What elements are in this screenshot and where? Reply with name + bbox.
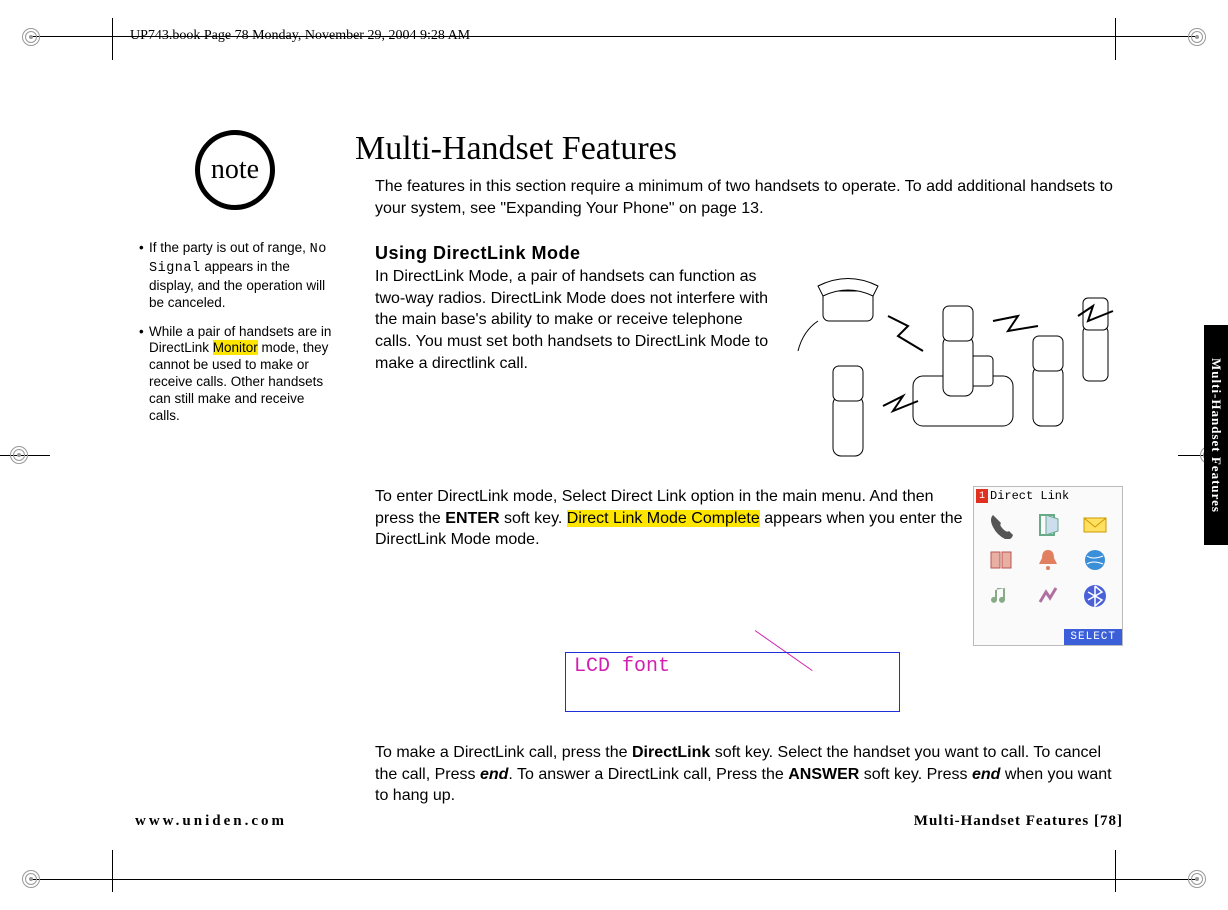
registration-mark-icon xyxy=(22,28,40,46)
note-text: If the party is out of range, No Signal … xyxy=(149,240,335,312)
lcd-screenshot: 1 Direct Link SELECT xyxy=(973,486,1123,646)
section-heading: Using DirectLink Mode xyxy=(355,243,1123,264)
callout-region: LCD font xyxy=(355,652,1123,722)
lcd-bell-icon xyxy=(1027,545,1070,576)
key-label: ENTER xyxy=(445,510,499,527)
lcd-bluetooth-icon xyxy=(1073,580,1116,611)
registration-mark-icon xyxy=(1188,870,1206,888)
lcd-door-icon xyxy=(1027,509,1070,540)
note-item: • If the party is out of range, No Signa… xyxy=(135,240,335,312)
chapter-tab: Multi-Handset Features xyxy=(1204,325,1228,545)
highlighted-text: Direct Link Mode Complete xyxy=(567,510,760,527)
main-column: Multi-Handset Features The features in t… xyxy=(355,130,1123,807)
note-sidebar: note • If the party is out of range, No … xyxy=(135,130,335,437)
callout-box: LCD font xyxy=(565,652,900,712)
note-item: • While a pair of handsets are in Direct… xyxy=(135,324,335,425)
callout-label: LCD font xyxy=(574,655,670,678)
page-title: Multi-Handset Features xyxy=(355,130,1123,168)
key-label: DirectLink xyxy=(632,744,710,761)
body-paragraph: In DirectLink Mode, a pair of handsets c… xyxy=(375,266,783,466)
lcd-mail-icon xyxy=(1073,509,1116,540)
note-list: • If the party is out of range, No Signa… xyxy=(135,240,335,425)
highlighted-text: Monitor xyxy=(213,340,258,355)
note-icon: note xyxy=(195,130,275,210)
lcd-globe-icon xyxy=(1073,545,1116,576)
lcd-title: Direct Link xyxy=(990,489,1069,503)
key-label: ANSWER xyxy=(788,766,859,783)
crop-gap xyxy=(102,60,122,850)
page-footer: www.uniden.com Multi-Handset Features [7… xyxy=(135,813,1123,830)
lcd-title-row: 1 Direct Link xyxy=(974,487,1122,505)
crop-hline-bottom xyxy=(30,879,1198,880)
lcd-icon-grid xyxy=(974,505,1122,615)
note-icon-label: note xyxy=(211,154,259,186)
registration-mark-icon xyxy=(22,870,40,888)
body-paragraph: To enter DirectLink mode, Select Direct … xyxy=(375,486,963,646)
pdf-header-text: UP743.book Page 78 Monday, November 29, … xyxy=(130,28,470,44)
lcd-index-badge: 1 xyxy=(976,489,988,503)
bullet-icon: • xyxy=(139,324,149,425)
registration-mark-icon xyxy=(10,446,28,464)
phone-illustration xyxy=(793,266,1123,466)
lcd-music-icon xyxy=(980,580,1023,611)
key-label: end xyxy=(972,766,1000,783)
phone-svg-icon xyxy=(793,266,1123,466)
lcd-handset-icon xyxy=(980,509,1023,540)
page-content: note • If the party is out of range, No … xyxy=(135,130,1123,830)
content-row: In DirectLink Mode, a pair of handsets c… xyxy=(355,266,1123,466)
chapter-tab-label: Multi-Handset Features xyxy=(1208,358,1224,513)
lcd-settings-icon xyxy=(1027,580,1070,611)
body-paragraph: To make a DirectLink call, press the Dir… xyxy=(355,742,1123,807)
note-text: While a pair of handsets are in DirectLi… xyxy=(149,324,335,425)
intro-paragraph: The features in this section require a m… xyxy=(355,176,1123,219)
key-label: end xyxy=(480,766,508,783)
lcd-select-softkey: SELECT xyxy=(1064,629,1122,645)
registration-mark-icon xyxy=(1188,28,1206,46)
footer-url: www.uniden.com xyxy=(135,813,287,830)
footer-page-label: Multi-Handset Features [78] xyxy=(914,813,1123,830)
bullet-icon: • xyxy=(139,240,149,312)
content-row: To enter DirectLink mode, Select Direct … xyxy=(355,486,1123,646)
lcd-book-icon xyxy=(980,545,1023,576)
